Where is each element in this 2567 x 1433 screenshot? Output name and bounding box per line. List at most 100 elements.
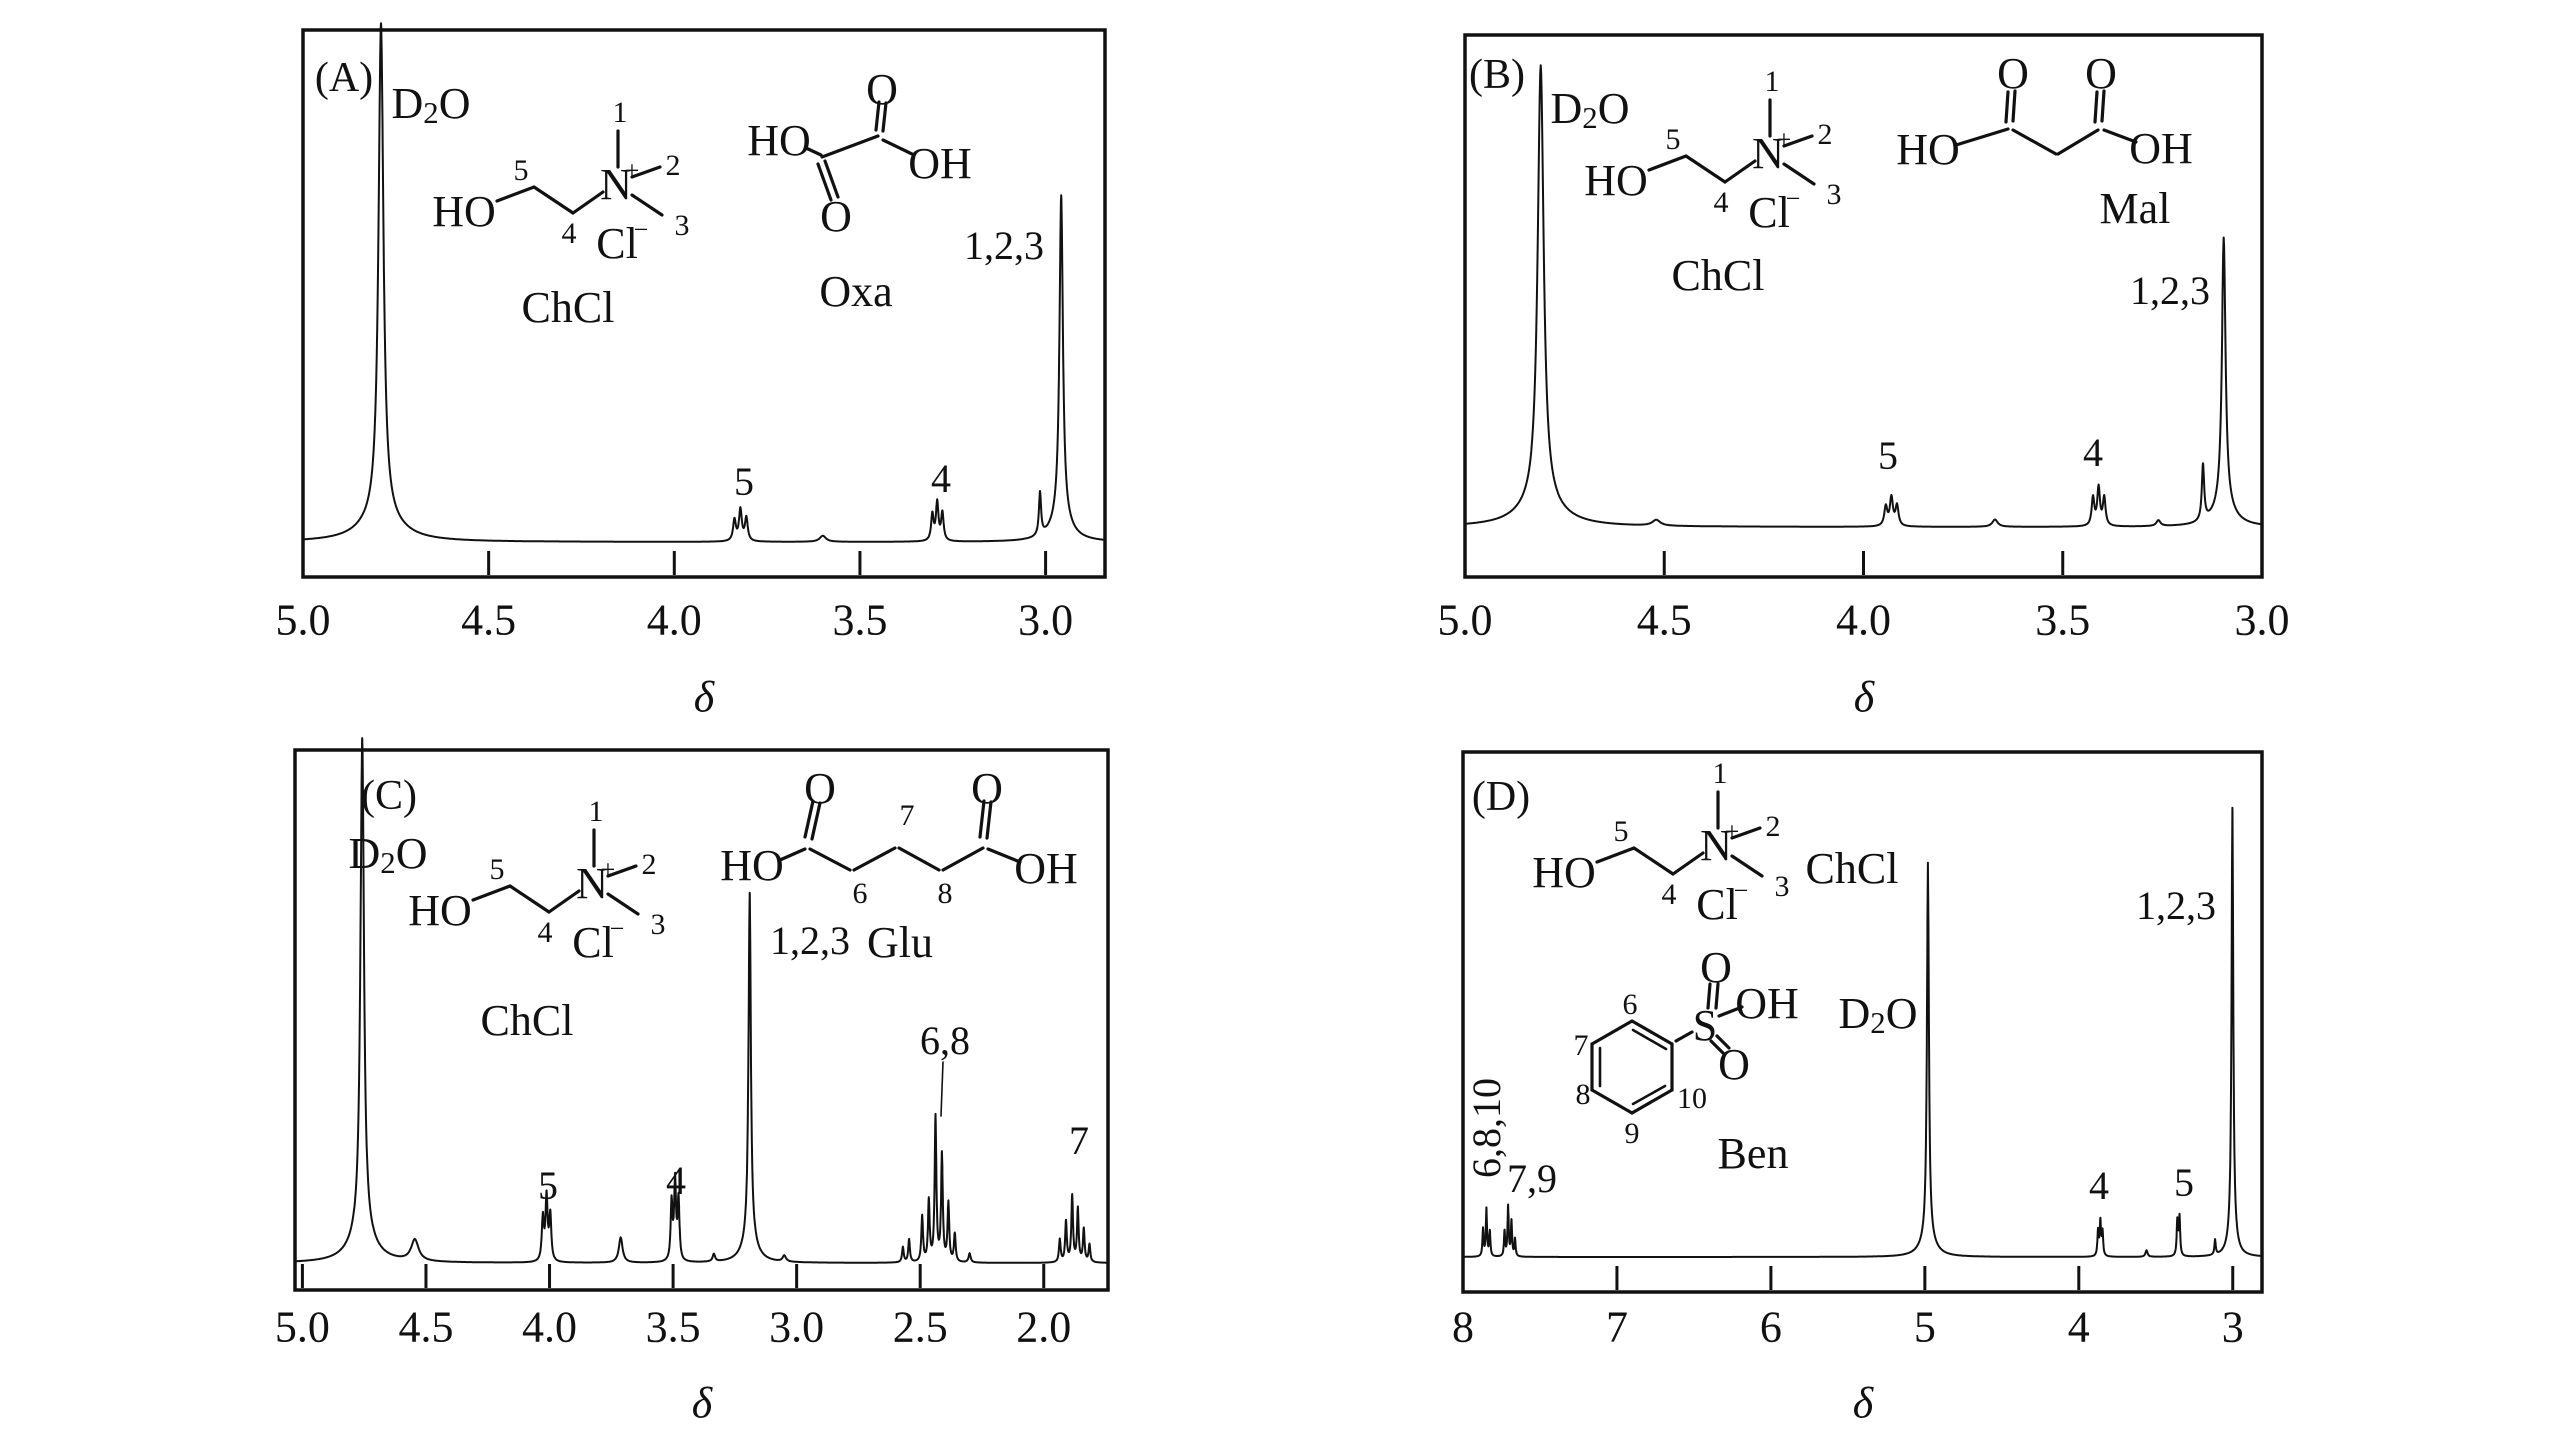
atom-label: 1 (613, 96, 628, 129)
atom-label: 5 (1666, 123, 1681, 156)
x-axis-tick-label: 4.5 (461, 596, 516, 645)
atom-label: 2 (1766, 810, 1781, 843)
molecule-bond (508, 884, 551, 914)
atom-label: 5 (514, 154, 529, 187)
atom-label: 4 (538, 916, 553, 949)
compound-caption: ChCl (481, 996, 574, 1045)
atom-label: OH (1014, 844, 1078, 893)
atom-label: 5 (490, 853, 505, 886)
atom-label: OH (908, 139, 972, 188)
molecule-bond (881, 101, 888, 133)
molecule-bond (881, 138, 914, 156)
x-axis-tick-label: 4.5 (398, 1303, 453, 1352)
molecule-bond (810, 801, 822, 841)
atom-label: Cl (572, 918, 614, 967)
atom-label: N (1700, 821, 1732, 870)
atom-label: + (1777, 125, 1792, 154)
molecule-bond (1706, 982, 1712, 1010)
x-axis-tick-label: 8 (1452, 1303, 1474, 1352)
molecule-bond (978, 799, 986, 839)
atom-label: 2 (666, 149, 681, 182)
atom-label: 1 (1713, 757, 1728, 790)
peak-label: 6,8 (920, 1018, 970, 1063)
atom-label: 9 (1625, 1117, 1640, 1150)
compound-caption: ChCl (1806, 844, 1899, 893)
molecule-bond (1714, 982, 1720, 1010)
peak-label: 4 (666, 1158, 686, 1203)
atom-label: OH (2129, 124, 2193, 173)
molecule-bond (1595, 846, 1636, 864)
x-axis-tick-label: 3.5 (646, 1303, 701, 1352)
molecule-bond (1674, 1030, 1694, 1043)
peak-label: 4 (2089, 1163, 2109, 1208)
atom-label: HO (432, 187, 496, 236)
spectrum-curve (302, 22, 1106, 543)
atom-label: − (610, 914, 625, 943)
solvent-label: D2O (1551, 84, 1630, 136)
x-axis-tick-label: 5.0 (276, 596, 331, 645)
x-axis-title: δ (1853, 1379, 1875, 1428)
atom-label: − (634, 215, 649, 244)
molecule-bond (606, 864, 638, 878)
molecule-bond (874, 100, 881, 132)
molecule-bond (1647, 154, 1688, 172)
molecule-bond (495, 185, 536, 203)
molecule-bond (1590, 1019, 1634, 1046)
atom-label: HO (747, 116, 811, 165)
panel-label: (B) (1469, 52, 1525, 98)
panel-label: (D) (1472, 774, 1530, 820)
molecule-bond (820, 134, 880, 159)
spectrum-curve (1464, 64, 2263, 528)
atom-label: O (1997, 49, 2029, 98)
atom-label: O (2085, 49, 2117, 98)
molecule-bond (547, 889, 581, 914)
molecule-bond (852, 846, 897, 872)
atom-label: O (971, 764, 1003, 813)
atom-label: 4 (1714, 186, 1729, 219)
molecule-bond (1730, 826, 1762, 840)
x-axis-tick-label: 3.5 (832, 596, 887, 645)
molecule-bond (1590, 1088, 1634, 1115)
molecule-bond (1709, 1039, 1725, 1055)
molecule-bond (1954, 127, 2010, 147)
molecule-bond (2100, 89, 2106, 123)
atom-label: 10 (1677, 1082, 1707, 1115)
peak-label: 5 (2174, 1160, 2194, 1205)
molecule-bond (816, 162, 833, 202)
atom-label: Cl (1696, 880, 1738, 929)
compound-caption: ChCl (522, 283, 615, 332)
x-axis-tick-label: 3 (2222, 1303, 2244, 1352)
solvent-label: D2O (349, 829, 428, 881)
molecule-bond (1632, 846, 1675, 876)
molecule-bond (571, 190, 605, 215)
peak-label: 5 (538, 1163, 558, 1208)
panel-B: 5.0 4.5 4.0 3.5 3.0δ(B)D2OHO54N+123Cl−ChClHO… (1438, 33, 2290, 722)
atom-label: 4 (562, 217, 577, 250)
panel-box (1461, 750, 2264, 1294)
peak-label: 6,8,10 (1464, 1078, 1509, 1178)
atom-label: O (820, 192, 852, 241)
compound-caption: Oxa (819, 267, 892, 316)
atom-label: + (601, 855, 616, 884)
peak-label: 1,2,3 (2130, 268, 2210, 313)
molecule-bond (1671, 851, 1705, 876)
atom-label: HO (1896, 125, 1960, 174)
atom-label: O (1718, 1040, 1750, 1089)
atom-label: − (1734, 876, 1749, 905)
peak-label: 1,2,3 (2136, 883, 2216, 928)
atom-label: 2 (1818, 118, 1833, 151)
panel-label: (A) (315, 55, 373, 101)
peak-label: 1,2,3 (964, 223, 1044, 268)
panel-C: 5.0 4.5 4.0 3.5 3.0 2.5 2.0δ(C)D2OHO54N+123Cl−… (275, 737, 1110, 1428)
x-axis-tick-label: 7 (1606, 1303, 1628, 1352)
peak-label: 7,9 (1507, 1156, 1557, 1201)
atom-label: O (866, 65, 898, 114)
atom-label: HO (408, 886, 472, 935)
x-axis-tick-label: 4.5 (1637, 596, 1692, 645)
molecule-bond (606, 892, 640, 916)
compound-caption: ChCl (1672, 251, 1765, 300)
molecule-bond (1782, 134, 1814, 148)
solvent-label: D2O (1839, 989, 1918, 1041)
molecule-bond (1631, 1084, 1667, 1106)
